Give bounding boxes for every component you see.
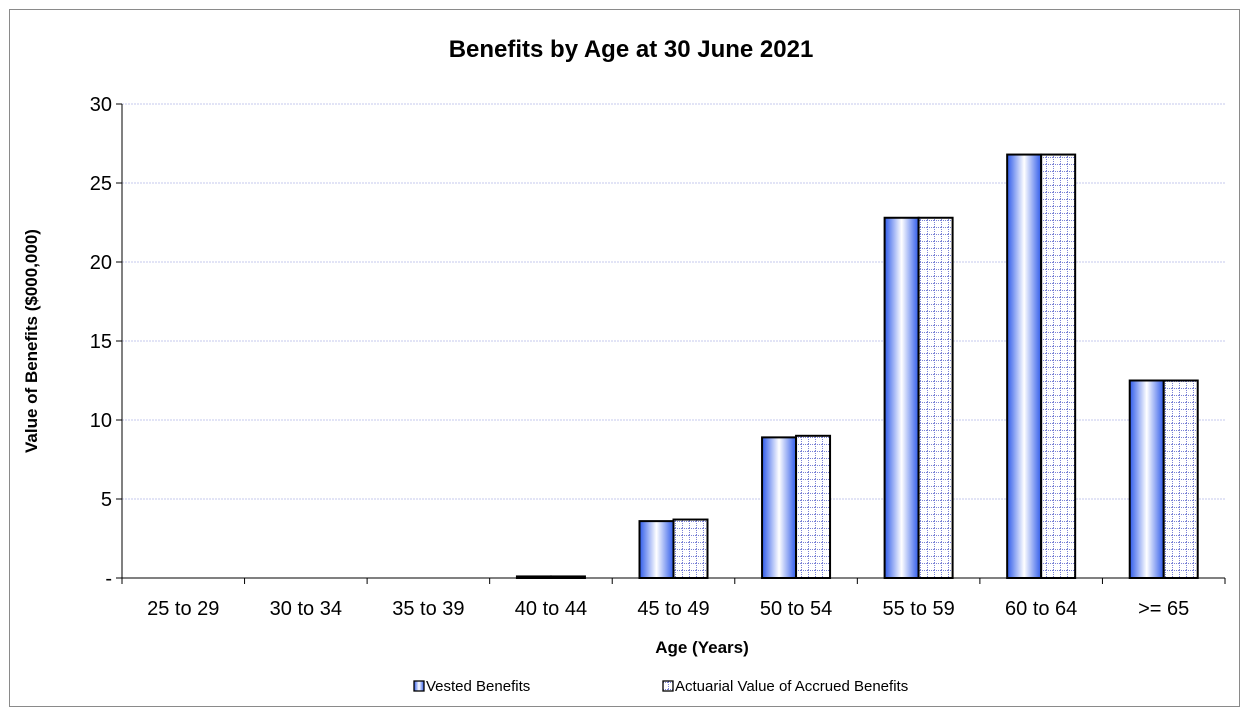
x-tick-label: 25 to 29 bbox=[147, 598, 219, 620]
legend-label-vested: Vested Benefits bbox=[426, 678, 530, 695]
x-tick-label: 50 to 54 bbox=[760, 598, 832, 620]
y-tick-label: 30 bbox=[90, 94, 112, 116]
x-tick-label: 35 to 39 bbox=[392, 598, 464, 620]
benefits-bar-chart: Benefits by Age at 30 June 2021 - 5 10 15 20… bbox=[22, 36, 1226, 695]
x-tick-label: 60 to 64 bbox=[1005, 598, 1077, 620]
y-tick-label: - bbox=[105, 568, 112, 590]
legend-item-vested: Vested Benefits bbox=[413, 678, 530, 695]
bar-vested bbox=[1128, 379, 1165, 579]
bar-accrued bbox=[917, 216, 954, 579]
y-tick-label: 20 bbox=[90, 252, 112, 274]
legend-item-accrued: Actuarial Value of Accrued Benefits bbox=[662, 678, 908, 695]
chart-title: Benefits by Age at 30 June 2021 bbox=[449, 36, 814, 63]
legend-swatch-accrued bbox=[662, 680, 674, 692]
bar-accrued bbox=[795, 434, 832, 579]
bar-vested bbox=[515, 575, 552, 579]
bar-vested bbox=[1006, 153, 1043, 579]
bar-accrued bbox=[1040, 153, 1077, 579]
bar-vested bbox=[638, 520, 675, 579]
legend: Vested Benefits Actuarial Value of Accru… bbox=[413, 678, 908, 695]
bar-vested bbox=[761, 436, 798, 579]
x-tick-label: 40 to 44 bbox=[515, 598, 587, 620]
bar-accrued bbox=[549, 575, 586, 579]
x-tick-label: 30 to 34 bbox=[270, 598, 342, 620]
x-tick-label: 55 to 59 bbox=[882, 598, 954, 620]
y-tick-label: 25 bbox=[90, 173, 112, 195]
legend-label-accrued: Actuarial Value of Accrued Benefits bbox=[675, 678, 908, 695]
tick-labels: - 5 10 15 20 25 30 25 to 29 30 to 34 35 to 39 40 t… bbox=[90, 94, 1190, 620]
y-tick-label: 10 bbox=[90, 410, 112, 432]
y-tick-label: 5 bbox=[101, 489, 112, 511]
bar-accrued bbox=[1162, 379, 1199, 579]
chart-frame: Benefits by Age at 30 June 2021 - 5 10 15 20… bbox=[9, 9, 1240, 707]
x-axis-label: Age (Years) bbox=[655, 638, 749, 657]
legend-swatch-vested bbox=[413, 680, 425, 692]
bar-accrued bbox=[672, 518, 709, 580]
x-tick-label: >= 65 bbox=[1138, 598, 1189, 620]
y-tick-label: 15 bbox=[90, 331, 112, 353]
y-axis-label: Value of Benefits ($000,000) bbox=[22, 229, 41, 453]
bar-vested bbox=[883, 216, 920, 579]
x-tick-label: 45 to 49 bbox=[637, 598, 709, 620]
bars bbox=[515, 153, 1199, 580]
